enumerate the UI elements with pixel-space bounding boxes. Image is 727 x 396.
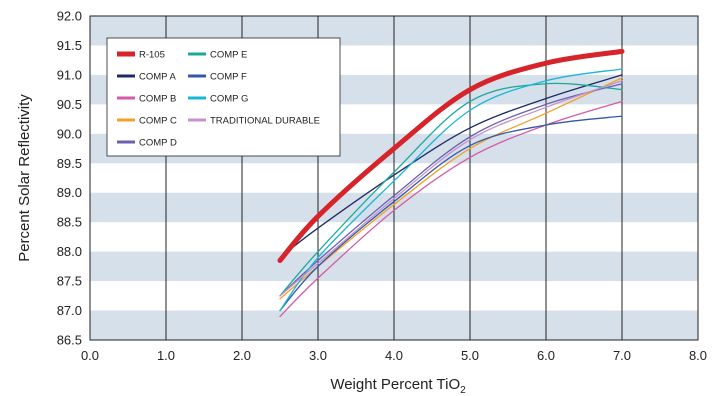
x-tick-label: 7.0 (613, 348, 631, 363)
legend-label-r-105: R-105 (139, 50, 165, 61)
legend-label-comp-c: COMP C (139, 116, 177, 127)
series-line-comp-a (279, 74, 623, 259)
legend: R-105 COMP A COMP B COMP C COMP D COMP E COMP … (106, 37, 341, 157)
y-tick-label: 91.5 (57, 38, 82, 53)
x-tick-labels: 0.0 1.0 2.0 3.0 4.0 5.0 6.0 7.0 8.0 (81, 348, 707, 363)
x-axis-title: Weight Percent TiO2 (330, 376, 466, 396)
y-tick-label: 88.5 (57, 215, 82, 230)
series-line-r-105 (277, 48, 625, 263)
x-tick-label: 5.0 (461, 348, 479, 363)
y-tick-label: 90.0 (57, 126, 82, 141)
x-tick-label: 6.0 (537, 348, 555, 363)
legend-label-comp-e: COMP E (210, 50, 247, 61)
y-tick-label: 86.5 (57, 333, 82, 348)
y-axis-title: Percent Solar Reflectivity (16, 94, 33, 262)
y-tick-label: 91.0 (57, 67, 82, 82)
legend-label-comp-f: COMP F (210, 72, 247, 83)
legend-label-comp-d: COMP D (139, 138, 177, 149)
series-line-traditional-durable (279, 80, 623, 297)
y-tick-label: 89.5 (57, 156, 82, 171)
series-line-comp-f (279, 115, 623, 312)
series-line-comp-d (279, 83, 623, 297)
legend-label-comp-g: COMP G (210, 94, 248, 105)
y-tick-label: 87.5 (57, 274, 82, 289)
y-tick-label: 87.0 (57, 303, 82, 318)
x-tick-label: 3.0 (309, 348, 327, 363)
legend-label-comp-b: COMP B (139, 94, 176, 105)
series-lines (277, 48, 625, 318)
y-tick-label: 90.5 (57, 97, 82, 112)
legend-label-traditional-durable: TRADITIONAL DURABLE (210, 116, 320, 127)
y-tick-label: 88.0 (57, 244, 82, 259)
x-tick-label: 0.0 (81, 348, 99, 363)
y-tick-labels: 86.5 87.0 87.5 88.0 88.5 89.0 89.5 90.0 90.5 91.0… (57, 9, 82, 348)
x-tick-label: 2.0 (233, 348, 251, 363)
legend-label-comp-a: COMP A (139, 72, 176, 83)
x-tick-label: 1.0 (157, 348, 175, 363)
x-tick-label: 8.0 (689, 348, 707, 363)
series-line-comp-e (279, 82, 623, 297)
y-tick-label: 89.0 (57, 185, 82, 200)
y-tick-label: 92.0 (57, 9, 82, 24)
plot-frame (89, 15, 699, 341)
legend-box (106, 37, 341, 157)
series-line-comp-g (279, 68, 623, 312)
x-tick-label: 4.0 (385, 348, 403, 363)
